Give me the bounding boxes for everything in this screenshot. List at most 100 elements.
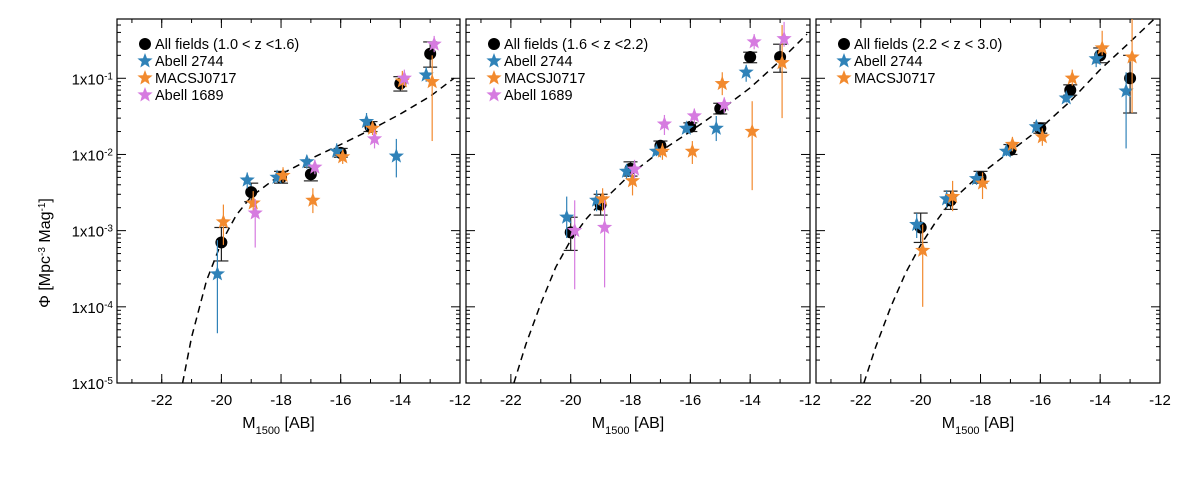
data-point-circle [245,186,258,199]
plot-frame [116,18,461,384]
data-point-star [1124,49,1140,64]
y-tick-label: 1x10-4 [72,299,114,317]
y-axis-label-exp1: -3 [37,247,48,256]
x-axis-label: M1500 [AB] [242,415,315,437]
data-point-star [307,159,323,174]
y-tick-label: 1x10-3 [72,223,114,241]
data-point-star [595,191,611,206]
legend-label: All fields (1.0 < z <1.6) [155,37,299,53]
data-point-star [396,70,412,85]
data-point-star [305,192,321,207]
data-point-circle [1124,72,1137,85]
data-point-star [1118,83,1134,98]
data-point-star [915,242,931,257]
model-curve [863,19,1156,383]
data-point-star [746,33,762,49]
legend-label: Abell 2744 [854,54,923,70]
data-point-star [1094,39,1110,55]
x-axis-label: M1500 [AB] [942,415,1015,437]
x-tick-label: -22 [151,392,173,409]
data-point-star [974,175,991,190]
data-point-star [774,54,790,70]
data-point-star [909,216,925,232]
data-point-circle [215,236,228,249]
data-point-circle [424,47,437,60]
data-point-star [1064,70,1080,85]
legend: All fields (1.6 < z <2.2)Abell 2744MACSJ… [486,37,648,104]
legend-label: Abell 2744 [504,54,573,70]
series-abell1689 [247,35,442,248]
series-abell2744 [559,64,754,239]
data-point-star [716,96,732,112]
data-point-star [618,163,635,178]
data-point-star [624,172,641,188]
legend-marker-circle [139,38,151,50]
data-point-star [738,64,754,79]
legend-label: MACSJ0717 [504,71,585,87]
legend-marker-star [486,53,502,68]
plot-frame [815,18,1161,384]
legend-label: Abell 2744 [155,54,224,70]
x-tick-label: -16 [1030,392,1052,409]
plot-frame [465,18,811,384]
data-point-star [388,148,404,163]
legend-label: MACSJ0717 [854,71,935,87]
legend-marker-star [486,87,502,102]
series-all_fields [913,47,1138,244]
model-curve [513,33,808,383]
data-point-star [329,143,345,158]
data-point-star [648,143,665,158]
x-tick-label: -20 [560,392,582,409]
y-tick-label: 1x10-5 [72,376,114,394]
legend: All fields (2.2 < z < 3.0)Abell 2744MACS… [836,37,1002,87]
y-axis-label-main: Φ [Mpc [37,256,54,308]
panel-2: -22 -20 -18 -16 -14 -12 M1500 [AB] All fields (… [465,18,821,437]
data-point-star [418,67,434,82]
data-point-star [335,148,351,164]
data-point-star [1058,90,1074,105]
y-tick-label: 1x10-1 [72,71,114,89]
legend-marker-star [137,87,153,102]
data-point-star [358,113,375,129]
data-point-star [686,107,702,123]
y-axis-label-end: ] [37,198,54,202]
data-point-star [239,172,255,187]
legend-marker-circle [488,38,500,50]
data-point-star [998,143,1015,158]
legend-label: MACSJ0717 [155,71,236,87]
x-tick-label: -12 [1149,392,1171,409]
legend-marker-star [836,53,852,68]
x-tick-label: -12 [449,392,471,409]
x-tick-label: -12 [799,392,821,409]
x-tick-label: -14 [739,392,761,409]
legend-label: All fields (1.6 < z <2.2) [504,37,648,53]
legend-label: All fields (2.2 < z < 3.0) [854,37,1002,53]
data-point-star [654,143,671,158]
x-tick-label: -20 [211,392,233,409]
series-macs0717 [595,25,790,212]
legend-marker-star [836,70,852,85]
data-point-star [424,73,440,89]
data-point-star [939,191,955,206]
legend: All fields (1.0 < z <1.6)Abell 2744MACSJ… [137,37,299,104]
data-point-star [968,170,985,186]
data-point-circle [744,51,757,64]
x-tick-label: -16 [680,392,702,409]
data-point-star [1028,118,1044,134]
series-abell2744 [209,67,434,334]
y-axis-label-exp2: -1 [37,202,48,211]
data-point-star [426,36,442,51]
data-point-star [708,120,724,135]
panel-1: -22 -20 -18 -16 -14 -12 1x10-5 1x10-4 1x10-3 1x10… [72,18,471,437]
data-point-star [678,120,694,135]
data-point-star [776,30,792,46]
data-point-star [245,195,261,210]
series-macs0717 [915,19,1140,307]
data-point-star [269,169,285,184]
data-point-star [559,209,575,224]
data-point-star [684,143,700,158]
x-tick-label: -18 [270,392,292,409]
data-point-star [247,205,263,220]
data-point-star [209,265,225,281]
data-point-star [744,123,760,138]
